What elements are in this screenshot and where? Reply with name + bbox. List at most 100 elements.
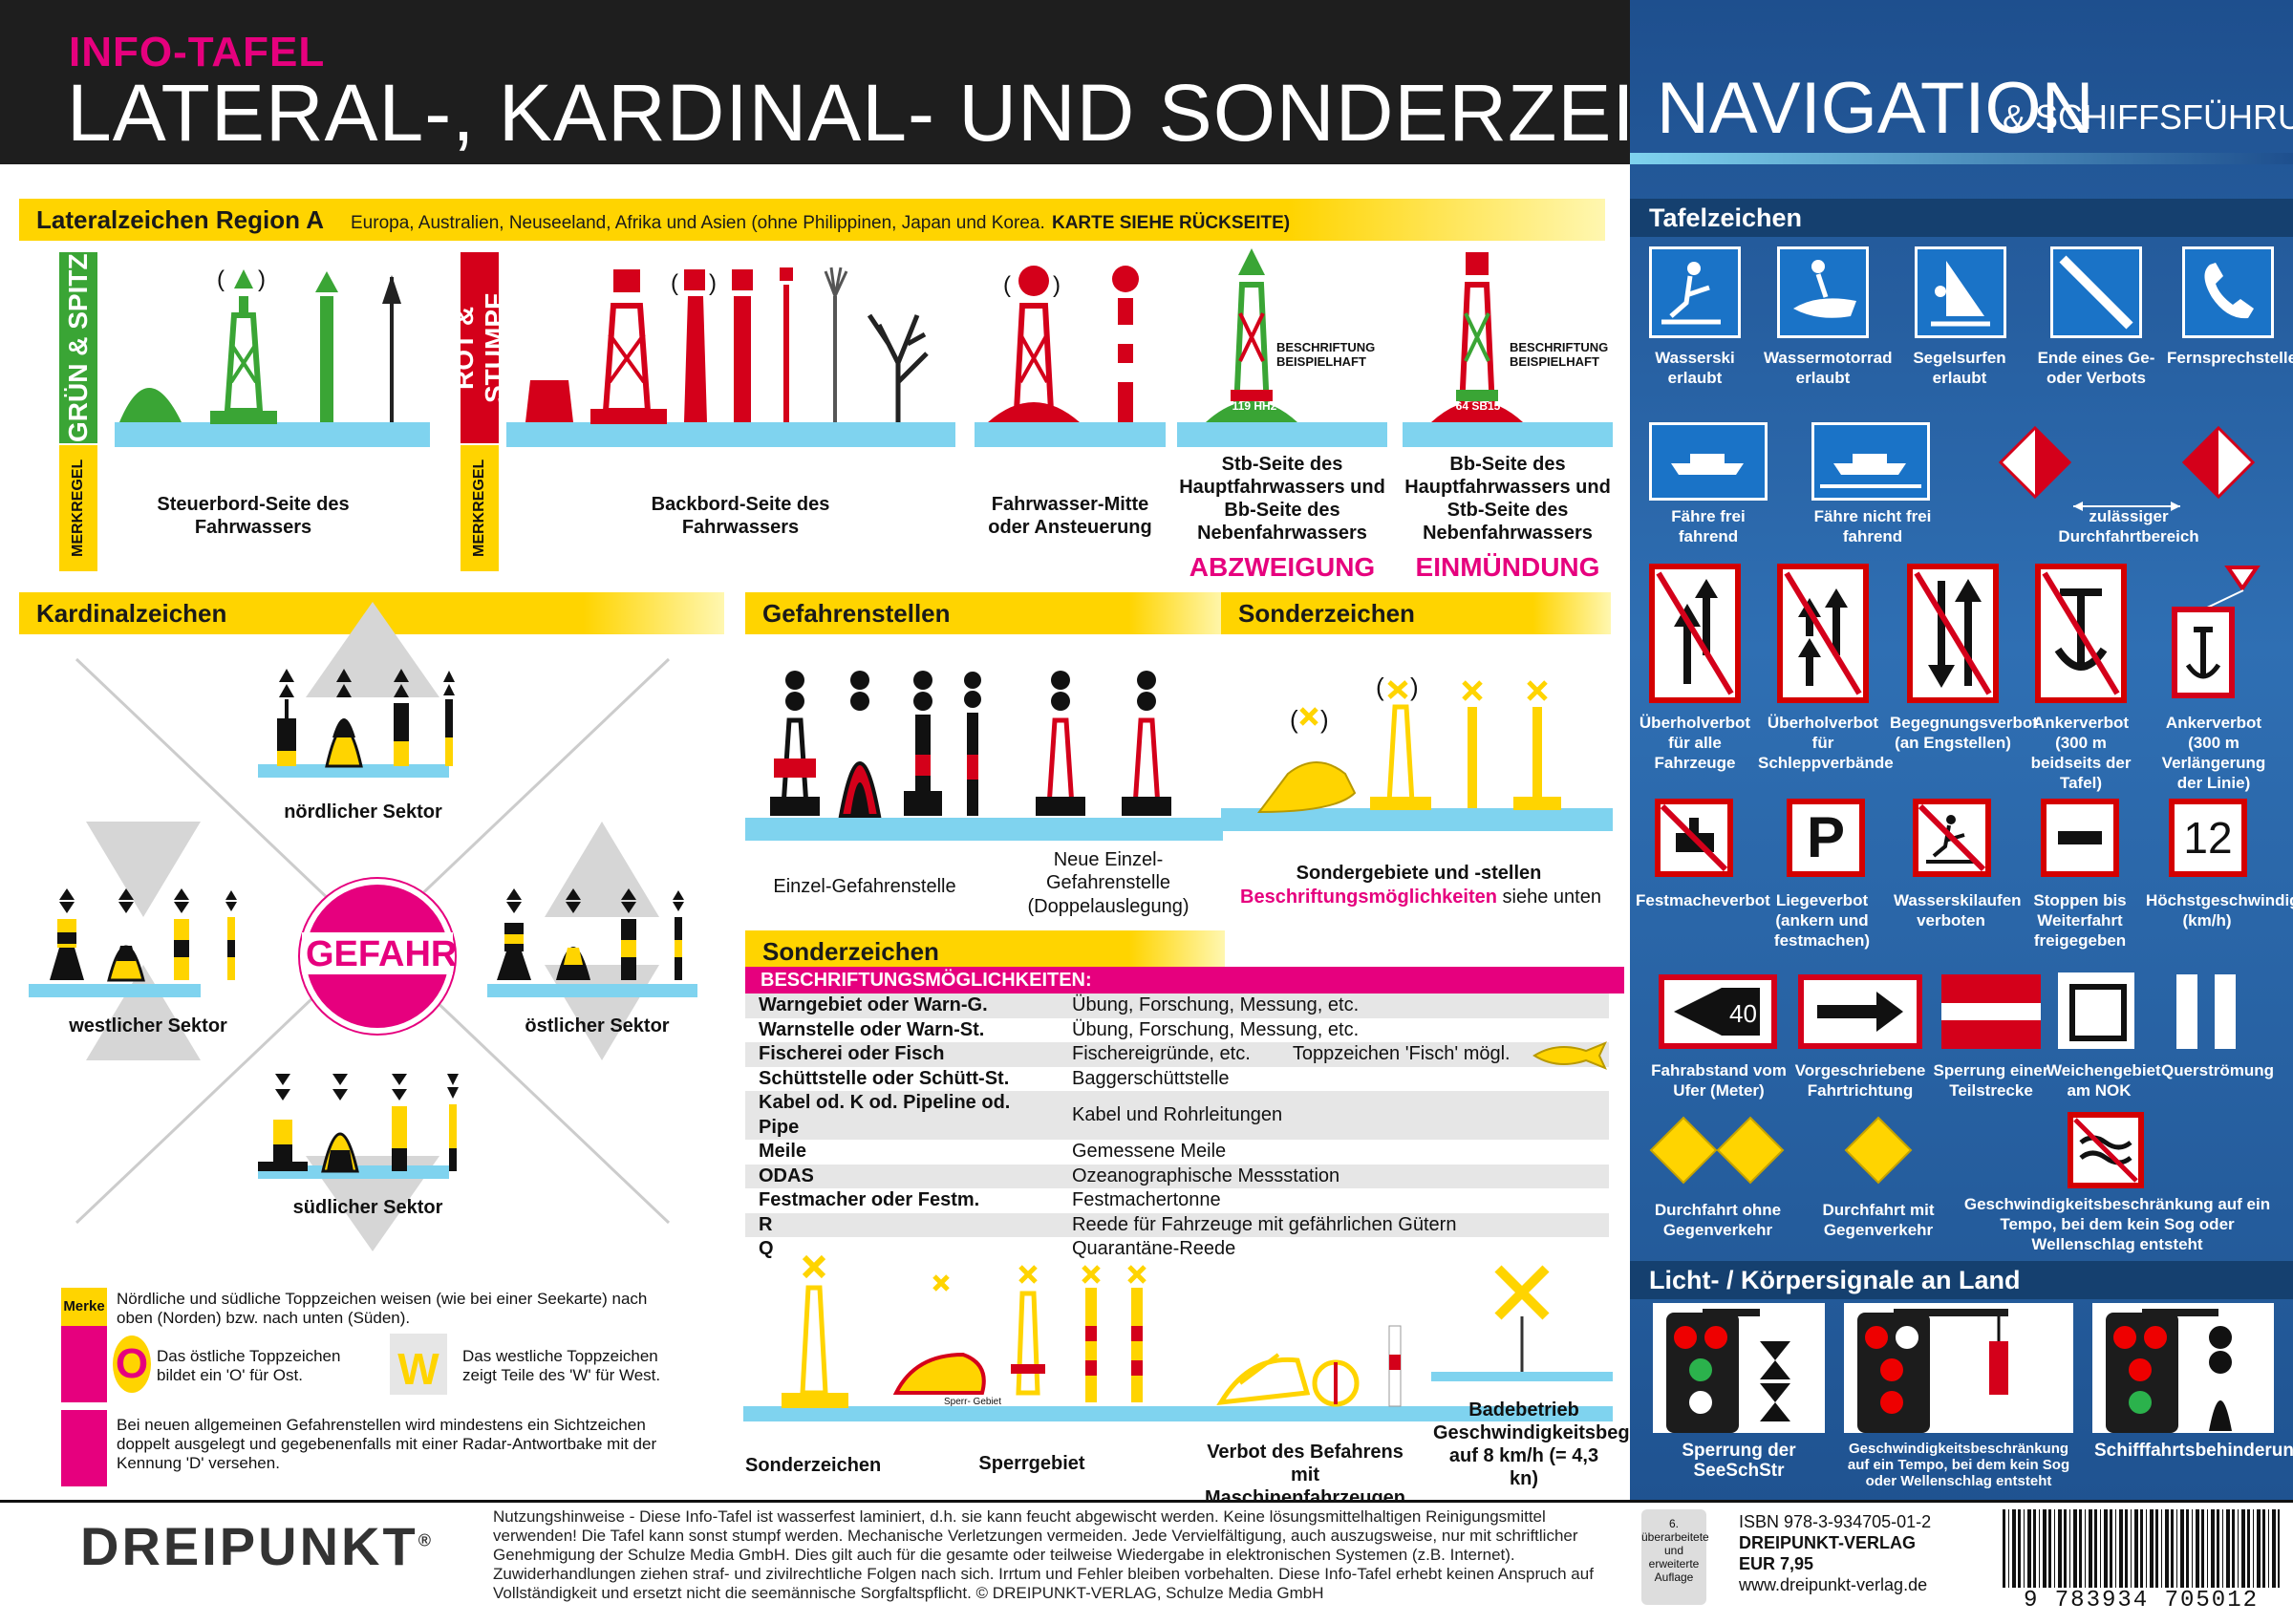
table-cell-meaning: Gemessene Meile — [1072, 1141, 1227, 1162]
kicker: INFO-TAFEL — [69, 29, 326, 75]
table-cell-meaning: Ozeanographische Messstation — [1059, 1164, 1609, 1188]
cap-sog: Geschwindigkeitsbeschränkung auf ein Tem… — [1963, 1195, 2271, 1253]
cap-bade: Badebetrieb Geschwindigkeitsbegrenzung a… — [1433, 1400, 1704, 1489]
cap-stoppen: Stoppen bis Weiterfahrt freigegeben — [2033, 891, 2127, 950]
footer — [0, 1500, 1630, 1624]
lateral-heading: Lateralzeichen Region A Europa, Australie… — [19, 199, 1605, 241]
red-lateral-marks: ( ) — [506, 267, 955, 447]
merkregel-green: MERKREGEL — [59, 445, 97, 571]
cap-speed: Höchstgeschwindigkeit (km/h) — [2146, 891, 2293, 930]
merke-text: Nördliche und südliche Toppzeichen weise… — [117, 1290, 648, 1327]
strip-red: ROT & STUMPF — [449, 252, 509, 443]
cap-ohne: Durchfahrt ohne Gegenverkehr — [1654, 1201, 1782, 1239]
sign-ueberhol-schlepp — [1777, 564, 1869, 703]
table-cell-meaning: Kabel und Rohrleitungen — [1059, 1091, 1609, 1140]
cap-begegnung: Begegnungsverbot (an Engstellen) — [1890, 714, 2038, 752]
west-letter: W — [397, 1344, 439, 1394]
nav-title: NAVIGATION — [1657, 68, 2094, 149]
merkregel-red: MERKREGEL — [461, 445, 499, 571]
abzweigung-label: ABZWEIGUNG — [1189, 552, 1376, 582]
cap-backbord: Backbord-Seite des Fahrwassers — [651, 494, 830, 538]
cap-tafel-1: Wasserski erlaubt — [1655, 349, 1735, 387]
sign-jetski — [1777, 246, 1869, 338]
junction-green-mark — [1177, 248, 1387, 447]
sign-speed: 12 — [2169, 799, 2247, 877]
sign-windsurf — [1915, 246, 2006, 338]
table-cell-term: Warnstelle oder Warn-St. — [759, 1018, 985, 1040]
table-cell-meaning: Übung, Forschung, Messung, etc. — [1072, 1018, 1360, 1040]
svg-text:): ) — [709, 270, 717, 296]
merke-label: Merke — [61, 1288, 107, 1326]
table-row: Meile Gemessene Meile — [745, 1140, 1609, 1165]
sonder-cap: Sondergebiete und -stellen — [1296, 863, 1542, 884]
table-cell-meaning: Übung, Forschung, Messung, etc. — [1059, 994, 1609, 1018]
navigation-panel: NAVIGATION & SCHIFFSFÜHRUNG Tafelzeichen… — [1630, 0, 2293, 1621]
einmuendung-label: EINMÜNDUNG — [1415, 552, 1600, 582]
sign-sperrung — [1941, 974, 2041, 1049]
svg-text:(: ( — [217, 267, 225, 292]
sign-mit-gegenverkehr — [1844, 1116, 1913, 1185]
cap-ueberhol: Überholverbot für alle Fahrzeuge — [1639, 714, 1751, 772]
table-cell-meaning: Reede für Fahrzeuge mit gefährlichen Güt… — [1059, 1212, 1609, 1237]
neu-bar — [61, 1410, 107, 1486]
label-red: 64 SB15 — [1455, 399, 1501, 413]
cap-quer: Querströmung — [2161, 1061, 2275, 1079]
table-cell-term: Kabel od. K od. Pipeline od. Pipe — [745, 1091, 1059, 1140]
table-cell-term: R — [745, 1212, 1059, 1237]
lateral-subtext-bold: KARTE SIEHE RÜCKSEITE) — [1051, 213, 1291, 233]
cap-licht-1: Sperrung der SeeSchStr — [1682, 1441, 1796, 1481]
arrow-right-icon — [1798, 974, 1922, 1049]
cap-stb: Stb-Seite des Hauptfahrwassers und Bb-Se… — [1179, 454, 1385, 544]
table-row: Fischerei oder Fisch Fischereigründe, etc… — [745, 1042, 1609, 1067]
licht-heading: Licht- / Körpersignale an Land — [1630, 1261, 2293, 1299]
table-row: Festmacher oder Festm. Festmachertonne — [745, 1188, 1609, 1213]
cap-einzel: Einzel-Gefahrenstelle — [773, 876, 956, 897]
north-sector-label: nördlicher Sektor — [284, 801, 442, 823]
table-cell-term: Q — [759, 1238, 774, 1259]
cap-faehre-nicht: Fähre nicht frei fahrend — [1813, 507, 1932, 545]
phone-icon — [2182, 246, 2274, 338]
sonder-cap-pink: Beschriftungsmöglichkeiten — [1240, 887, 1497, 908]
cap-tafel-3: Segelsurfen erlaubt — [1913, 349, 2006, 387]
west-cardinal-marks — [50, 888, 237, 982]
neu-text: Bei neuen allgemeinen Gefahrenstellen wi… — [117, 1416, 657, 1472]
svg-text:): ) — [1053, 272, 1061, 298]
table-row: Warngebiet oder Warn-G. Übung, Forschung,… — [745, 994, 1609, 1018]
cap-bb: Bb-Seite des Hauptfahrwassers und Stb-Se… — [1404, 454, 1611, 544]
special-marks: ( ) ( ) — [1221, 673, 1613, 831]
table-cell-term: Meile — [759, 1141, 807, 1162]
light-signals — [1653, 1303, 2274, 1433]
sign-wasserski — [1649, 246, 1741, 338]
durchfahrt-diamonds — [1998, 425, 2256, 511]
cap-sperrung: Sperrung einer Teilstrecke — [1933, 1061, 2049, 1100]
table-row: Kabel od. K od. Pipeline od. Pipe Kabel u… — [745, 1091, 1609, 1140]
west-box — [390, 1334, 447, 1395]
ost-letter: O — [113, 1336, 151, 1393]
header-bar: INFO-TAFEL LATERAL-, KARDINAL- UND SONDE… — [0, 0, 1866, 164]
sign-ueberhol — [1649, 564, 1741, 703]
table-cell-meaning: Quarantäne-Reede — [1072, 1238, 1236, 1259]
svg-text:): ) — [258, 267, 266, 292]
cap-abstand: Fahrabstand vom Ufer (Meter) — [1651, 1061, 1787, 1100]
cap-durchfahrt: zulässiger Durchfahrtbereich — [2058, 507, 2199, 545]
east-cardinal-marks — [497, 888, 684, 980]
pink-head: BESCHRIFTUNGSMÖGLICHKEITEN: — [745, 967, 1624, 994]
strip-green: GRÜN & SPITZ — [59, 252, 97, 443]
table-row: Schüttstelle oder Schütt-St. Baggerschütt… — [745, 1067, 1609, 1092]
sign-ende — [2050, 246, 2142, 338]
cap-mitte: Fahrwasser-Mitte oder Ansteuerung — [988, 494, 1152, 538]
north-cardinal-marks — [277, 669, 455, 768]
table-row: Warnstelle oder Warn-St. Übung, Forschung… — [745, 1018, 1609, 1043]
svg-text:): ) — [1320, 705, 1329, 734]
safe-water-marks: ( ) — [975, 266, 1166, 447]
gefahr-label: GEFAHR — [306, 934, 458, 974]
sonder-heading: Sonderzeichen — [1221, 592, 1611, 634]
sign-anker-linie — [2172, 566, 2261, 698]
green-lateral-marks: ( ) — [115, 267, 430, 447]
cap-mit: Durchfahrt mit Gegenverkehr — [1822, 1201, 1935, 1239]
sign-weiche — [2058, 972, 2134, 1049]
svg-text:(: ( — [1376, 673, 1384, 701]
sign-abstand: 40 — [1659, 974, 1777, 1049]
west-text: Das westliche Toppzeichen zeigt Teile de… — [462, 1347, 661, 1384]
isbn: ISBN 978-3-934705-01-2 — [1739, 1512, 1932, 1531]
